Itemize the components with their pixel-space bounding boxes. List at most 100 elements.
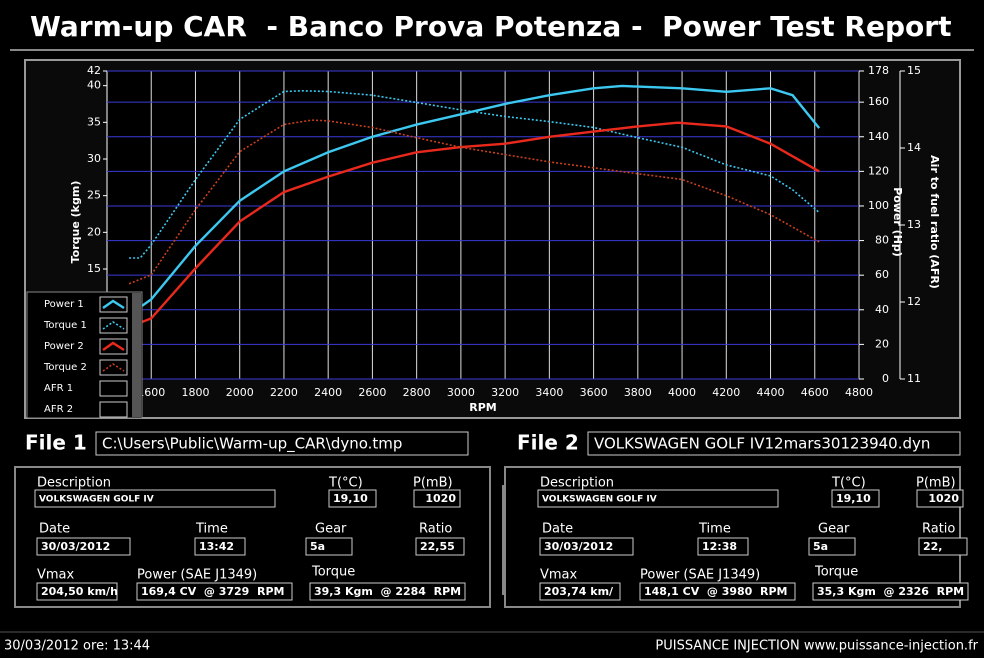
field-value: 5a	[813, 540, 828, 553]
legend-swatch	[99, 359, 128, 376]
y2-tick-label: 40	[875, 303, 889, 316]
field-value: 19,10	[333, 492, 368, 505]
field-label: Time	[195, 522, 228, 537]
y-tick-label: 30	[87, 152, 101, 165]
series-line	[128, 119, 820, 285]
field-value: 1020	[928, 492, 959, 505]
y2-tick-label: 120	[868, 164, 889, 177]
field-box	[697, 537, 749, 556]
field-box	[328, 489, 377, 508]
field-value: 148,1 CV @ 3980 RPM	[644, 585, 787, 598]
field-value: 30/03/2012	[544, 540, 613, 553]
legend-swatch	[99, 296, 128, 313]
legend-line	[102, 299, 125, 310]
field-box	[539, 582, 621, 601]
y3-tick-label: 12	[907, 295, 921, 308]
legend-swatch	[99, 380, 128, 397]
legend-swatch	[99, 317, 128, 334]
field-label: Description	[540, 476, 614, 491]
file-path: C:\Users\Public\Warm-up_CAR\dyno.tmp	[102, 435, 402, 454]
y2-tick-label: 20	[875, 337, 889, 350]
field-value: VOLKSWAGEN GOLF IV	[39, 495, 154, 505]
legend-line	[102, 321, 125, 330]
y-tick-label: 15	[87, 262, 101, 275]
legend-label: AFR 2	[44, 404, 73, 415]
field-label: T(°C)	[328, 476, 363, 491]
x-tick-label: 3200	[491, 386, 519, 399]
y3-tick-label: 15	[907, 64, 921, 77]
field-value: 30/03/2012	[41, 540, 110, 553]
legend-label: Torque 2	[43, 362, 87, 373]
x-tick-label: 4600	[801, 386, 829, 399]
legend-swatch	[99, 401, 128, 418]
x-tick-label: 1800	[181, 386, 209, 399]
y2-axis-title: Power (Hp)	[891, 187, 904, 257]
series-line	[128, 121, 820, 329]
y-tick-label: 35	[87, 115, 101, 128]
field-value: 169,4 CV @ 3729 RPM	[141, 585, 284, 598]
field-label: Gear	[315, 522, 347, 537]
y3-axis-title: Air to fuel ratio (AFR)	[928, 155, 941, 289]
field-box	[194, 537, 246, 556]
field-box	[136, 582, 293, 601]
x-tick-label: 4000	[668, 386, 696, 399]
field-value: VOLKSWAGEN GOLF IV	[542, 495, 657, 505]
file-path-box	[95, 431, 469, 456]
field-box	[808, 537, 856, 556]
x-tick-label: 2000	[226, 386, 254, 399]
y2-tick-label: 100	[868, 199, 889, 212]
y-tick-label: 20	[87, 225, 101, 238]
field-value: 39,3 Kgm @ 2284 RPM	[314, 585, 461, 598]
x-tick-label: 2200	[270, 386, 298, 399]
y3-tick-label: 13	[907, 218, 921, 231]
field-label: Ratio	[419, 522, 452, 537]
file-label: File 2	[517, 431, 579, 455]
report-panel	[504, 466, 961, 608]
field-label: Torque	[814, 565, 858, 580]
field-value: 204,50 km/h	[41, 585, 118, 598]
legend-label: Power 1	[44, 299, 84, 310]
y2-tick-label: 60	[875, 268, 889, 281]
legend-line	[102, 341, 125, 352]
legend-scrollbar	[132, 293, 141, 417]
y-tick-label: 42	[87, 64, 101, 77]
field-value: 22,	[923, 540, 943, 553]
field-box	[305, 537, 353, 556]
y3-tick-label: 14	[907, 141, 921, 154]
field-value: 5a	[310, 540, 325, 553]
report-panel	[14, 466, 491, 608]
field-label: P(mB)	[413, 476, 453, 491]
file-label: File 1	[25, 431, 87, 455]
field-label: Vmax	[540, 568, 578, 583]
y2-tick-label: 160	[868, 95, 889, 108]
field-label: Date	[542, 522, 573, 537]
legend-box	[26, 291, 143, 419]
file-path: VOLKSWAGEN GOLF IV12mars30123940.dyn	[594, 435, 930, 453]
file-path-box	[587, 431, 961, 456]
y2-tick-label: 80	[875, 234, 889, 247]
field-box	[36, 582, 118, 601]
field-box	[812, 582, 969, 601]
y2-tick-label: 0	[882, 372, 889, 385]
field-label: T(°C)	[831, 476, 866, 491]
field-label: Power (SAE J1349)	[640, 568, 760, 583]
legend-label: AFR 1	[44, 383, 73, 394]
x-tick-label: 3000	[447, 386, 475, 399]
y2-tick-label: 140	[868, 130, 889, 143]
y-tick-label: 25	[87, 189, 101, 202]
y-tick-label: 40	[87, 79, 101, 92]
x-tick-label: 3800	[624, 386, 652, 399]
field-value: 35,3 Kgm @ 2326 RPM	[817, 585, 964, 598]
x-tick-label: 4200	[712, 386, 740, 399]
field-box	[413, 489, 461, 508]
field-label: Description	[37, 476, 111, 491]
field-box	[639, 582, 796, 601]
x-tick-label: 2600	[358, 386, 386, 399]
x-tick-label: 2800	[403, 386, 431, 399]
field-box	[36, 537, 131, 556]
legend-label: Power 2	[44, 341, 84, 352]
field-label: P(mB)	[916, 476, 956, 491]
window-title: Warm-up CAR - Banco Prova Potenza - Powe…	[30, 10, 951, 43]
plot-area	[106, 70, 860, 380]
legend-swatch	[99, 338, 128, 355]
